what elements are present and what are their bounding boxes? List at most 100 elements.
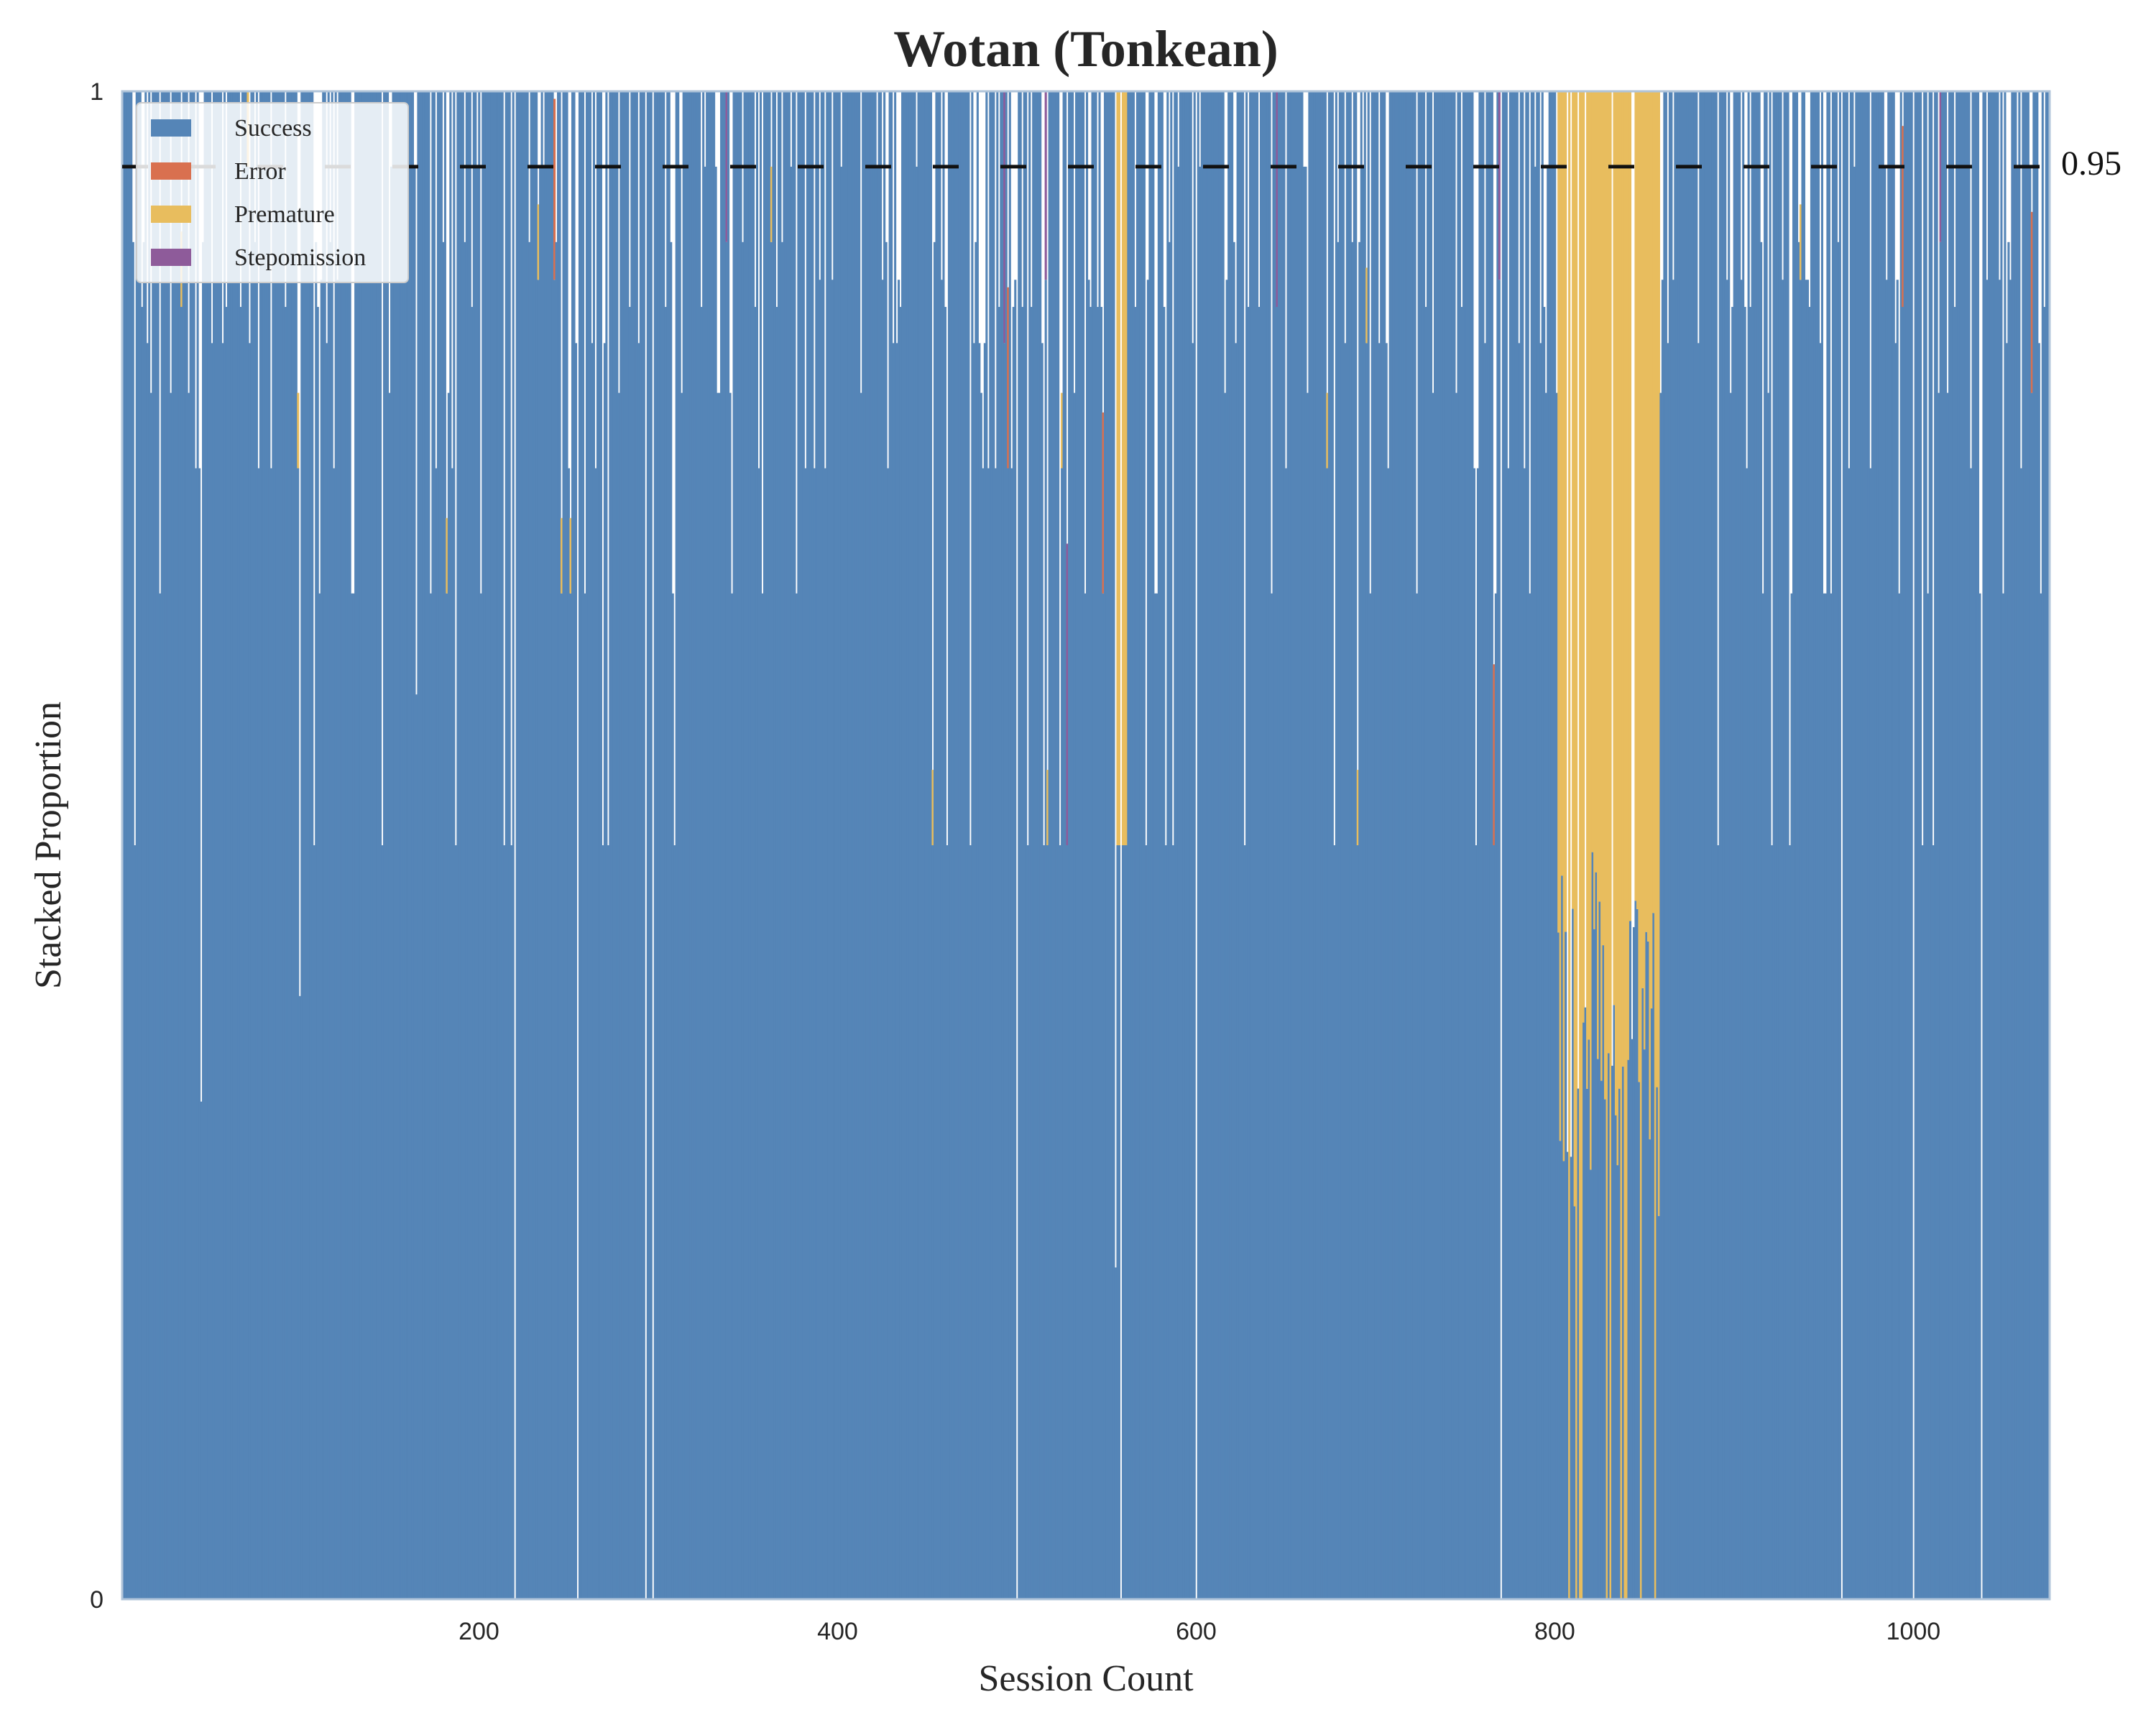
bar-segment-success bbox=[1335, 91, 1337, 1599]
bar-segment-success bbox=[1710, 91, 1713, 1599]
bar-segment-premature bbox=[1573, 91, 1576, 1207]
bar-segment-success bbox=[1432, 392, 1434, 1599]
bar-segment-success bbox=[1062, 91, 1065, 1599]
bar-segment-success bbox=[895, 343, 898, 1599]
bar-segment-success bbox=[1720, 91, 1723, 1599]
bar-segment-success bbox=[1823, 593, 1825, 1599]
bar-segment-success bbox=[553, 280, 556, 1599]
bar-segment-success bbox=[1704, 91, 1707, 1599]
bar-segment-success bbox=[1288, 91, 1291, 1599]
bar-segment-success bbox=[1692, 91, 1695, 1599]
bar-segment-success bbox=[921, 91, 923, 1599]
bar-segment-success bbox=[1118, 845, 1120, 1599]
bar-segment-success bbox=[198, 468, 201, 1599]
bar-segment-premature bbox=[1588, 91, 1590, 1040]
bar-segment-success bbox=[660, 91, 663, 1599]
bar-segment-success bbox=[780, 242, 783, 1599]
bar-segment-success bbox=[1266, 91, 1270, 1599]
bar-segment-success bbox=[1708, 91, 1710, 1599]
bar-segment-success bbox=[571, 91, 574, 1599]
bar-segment-success bbox=[293, 91, 296, 1599]
bar-segment-success bbox=[1000, 91, 1003, 1599]
bar-segment-success bbox=[740, 91, 742, 1599]
bar-segment-success bbox=[395, 91, 398, 1599]
bar-segment-success bbox=[410, 91, 413, 1599]
bar-segment-success bbox=[1842, 91, 1845, 1599]
bar-segment-success bbox=[517, 91, 520, 1599]
bar-segment-success bbox=[1611, 1065, 1614, 1599]
bar-segment-success bbox=[1688, 91, 1691, 1599]
bar-segment-success bbox=[885, 242, 888, 1599]
legend-label-premature: Premature bbox=[234, 201, 335, 228]
bar-segment-success bbox=[1150, 91, 1153, 1599]
bar-segment-success bbox=[1588, 1039, 1590, 1599]
bar-segment-success bbox=[1215, 91, 1217, 1599]
bar-segment-success bbox=[969, 845, 972, 1599]
bar-segment-success bbox=[1378, 343, 1381, 1599]
bar-segment-success bbox=[1813, 91, 1817, 1599]
bar-segment-premature bbox=[1116, 91, 1119, 845]
bar-segment-success bbox=[1831, 91, 1834, 1599]
bar-segment-success bbox=[987, 468, 990, 1599]
bar-segment-success bbox=[318, 593, 321, 1599]
bar-segment-premature bbox=[1639, 91, 1643, 1599]
bar-segment-success bbox=[234, 91, 237, 1599]
bar-segment-success bbox=[1206, 91, 1209, 1599]
bar-segment-success bbox=[349, 91, 351, 1599]
bar-segment-success bbox=[1478, 91, 1481, 1599]
bar-segment-success bbox=[297, 468, 300, 1599]
bar-segment-success bbox=[164, 91, 167, 1599]
bar-segment-premature bbox=[1636, 91, 1639, 909]
bar-segment-success bbox=[1643, 1049, 1646, 1599]
bar-segment-success bbox=[528, 242, 531, 1599]
bar-segment-premature bbox=[1618, 91, 1621, 1089]
bar-segment-success bbox=[862, 91, 865, 1599]
bar-segment-success bbox=[327, 91, 330, 1599]
bar-segment-success bbox=[1423, 91, 1426, 1599]
bar-segment-error bbox=[2030, 211, 2033, 393]
bar-segment-success bbox=[496, 91, 499, 1599]
bar-segment-success bbox=[1792, 91, 1795, 1599]
bar-segment-stepomission bbox=[1003, 91, 1006, 344]
bar-segment-success bbox=[755, 91, 759, 1599]
bar-segment-success bbox=[543, 166, 545, 1599]
bar-segment-success bbox=[1218, 91, 1221, 1599]
bar-segment-premature bbox=[1654, 91, 1657, 1599]
bar-segment-success bbox=[584, 593, 586, 1599]
bar-segment-success bbox=[1945, 91, 1948, 1599]
bar-segment-success bbox=[829, 91, 832, 1599]
bar-segment-success bbox=[1265, 91, 1268, 1599]
bar-segment-success bbox=[461, 91, 464, 1599]
bar-segment-error bbox=[1102, 412, 1105, 594]
bar-segment-success bbox=[2004, 91, 2007, 1599]
bar-segment-success bbox=[497, 91, 500, 1599]
bar-segment-success bbox=[1424, 307, 1427, 1599]
bar-segment-success bbox=[1772, 91, 1775, 1599]
bar-segment-success bbox=[135, 91, 138, 1599]
bar-segment-success bbox=[1976, 91, 1980, 1599]
bar-segment-success bbox=[272, 91, 275, 1599]
bar-segment-success bbox=[1892, 91, 1895, 1599]
bar-segment-success bbox=[1672, 280, 1674, 1599]
bar-segment-success bbox=[770, 242, 773, 1599]
bar-segment-success bbox=[1476, 468, 1479, 1599]
bar-segment-success bbox=[1018, 91, 1021, 1599]
bar-segment-success bbox=[1260, 91, 1263, 1599]
bar-segment-success bbox=[1242, 91, 1245, 1599]
bar-segment-success bbox=[1348, 91, 1350, 1599]
bar-segment-success bbox=[1188, 91, 1191, 1599]
bar-segment-success bbox=[1663, 91, 1666, 1599]
bar-segment-success bbox=[1681, 91, 1684, 1599]
bar-segment-success bbox=[1138, 91, 1141, 1599]
bar-segment-success bbox=[880, 91, 883, 1599]
bar-segment-success bbox=[1525, 91, 1528, 1599]
bar-segment-success bbox=[1457, 91, 1460, 1599]
bar-segment-success bbox=[883, 91, 886, 1599]
bar-segment-success bbox=[2001, 593, 2004, 1599]
bar-segment-success bbox=[989, 91, 992, 1599]
bar-segment-success bbox=[1562, 1161, 1565, 1599]
bar-segment-success bbox=[1406, 91, 1409, 1599]
bar-segment-success bbox=[910, 91, 913, 1599]
bar-segment-success bbox=[1276, 307, 1279, 1599]
bar-segment-success bbox=[1023, 91, 1026, 1599]
